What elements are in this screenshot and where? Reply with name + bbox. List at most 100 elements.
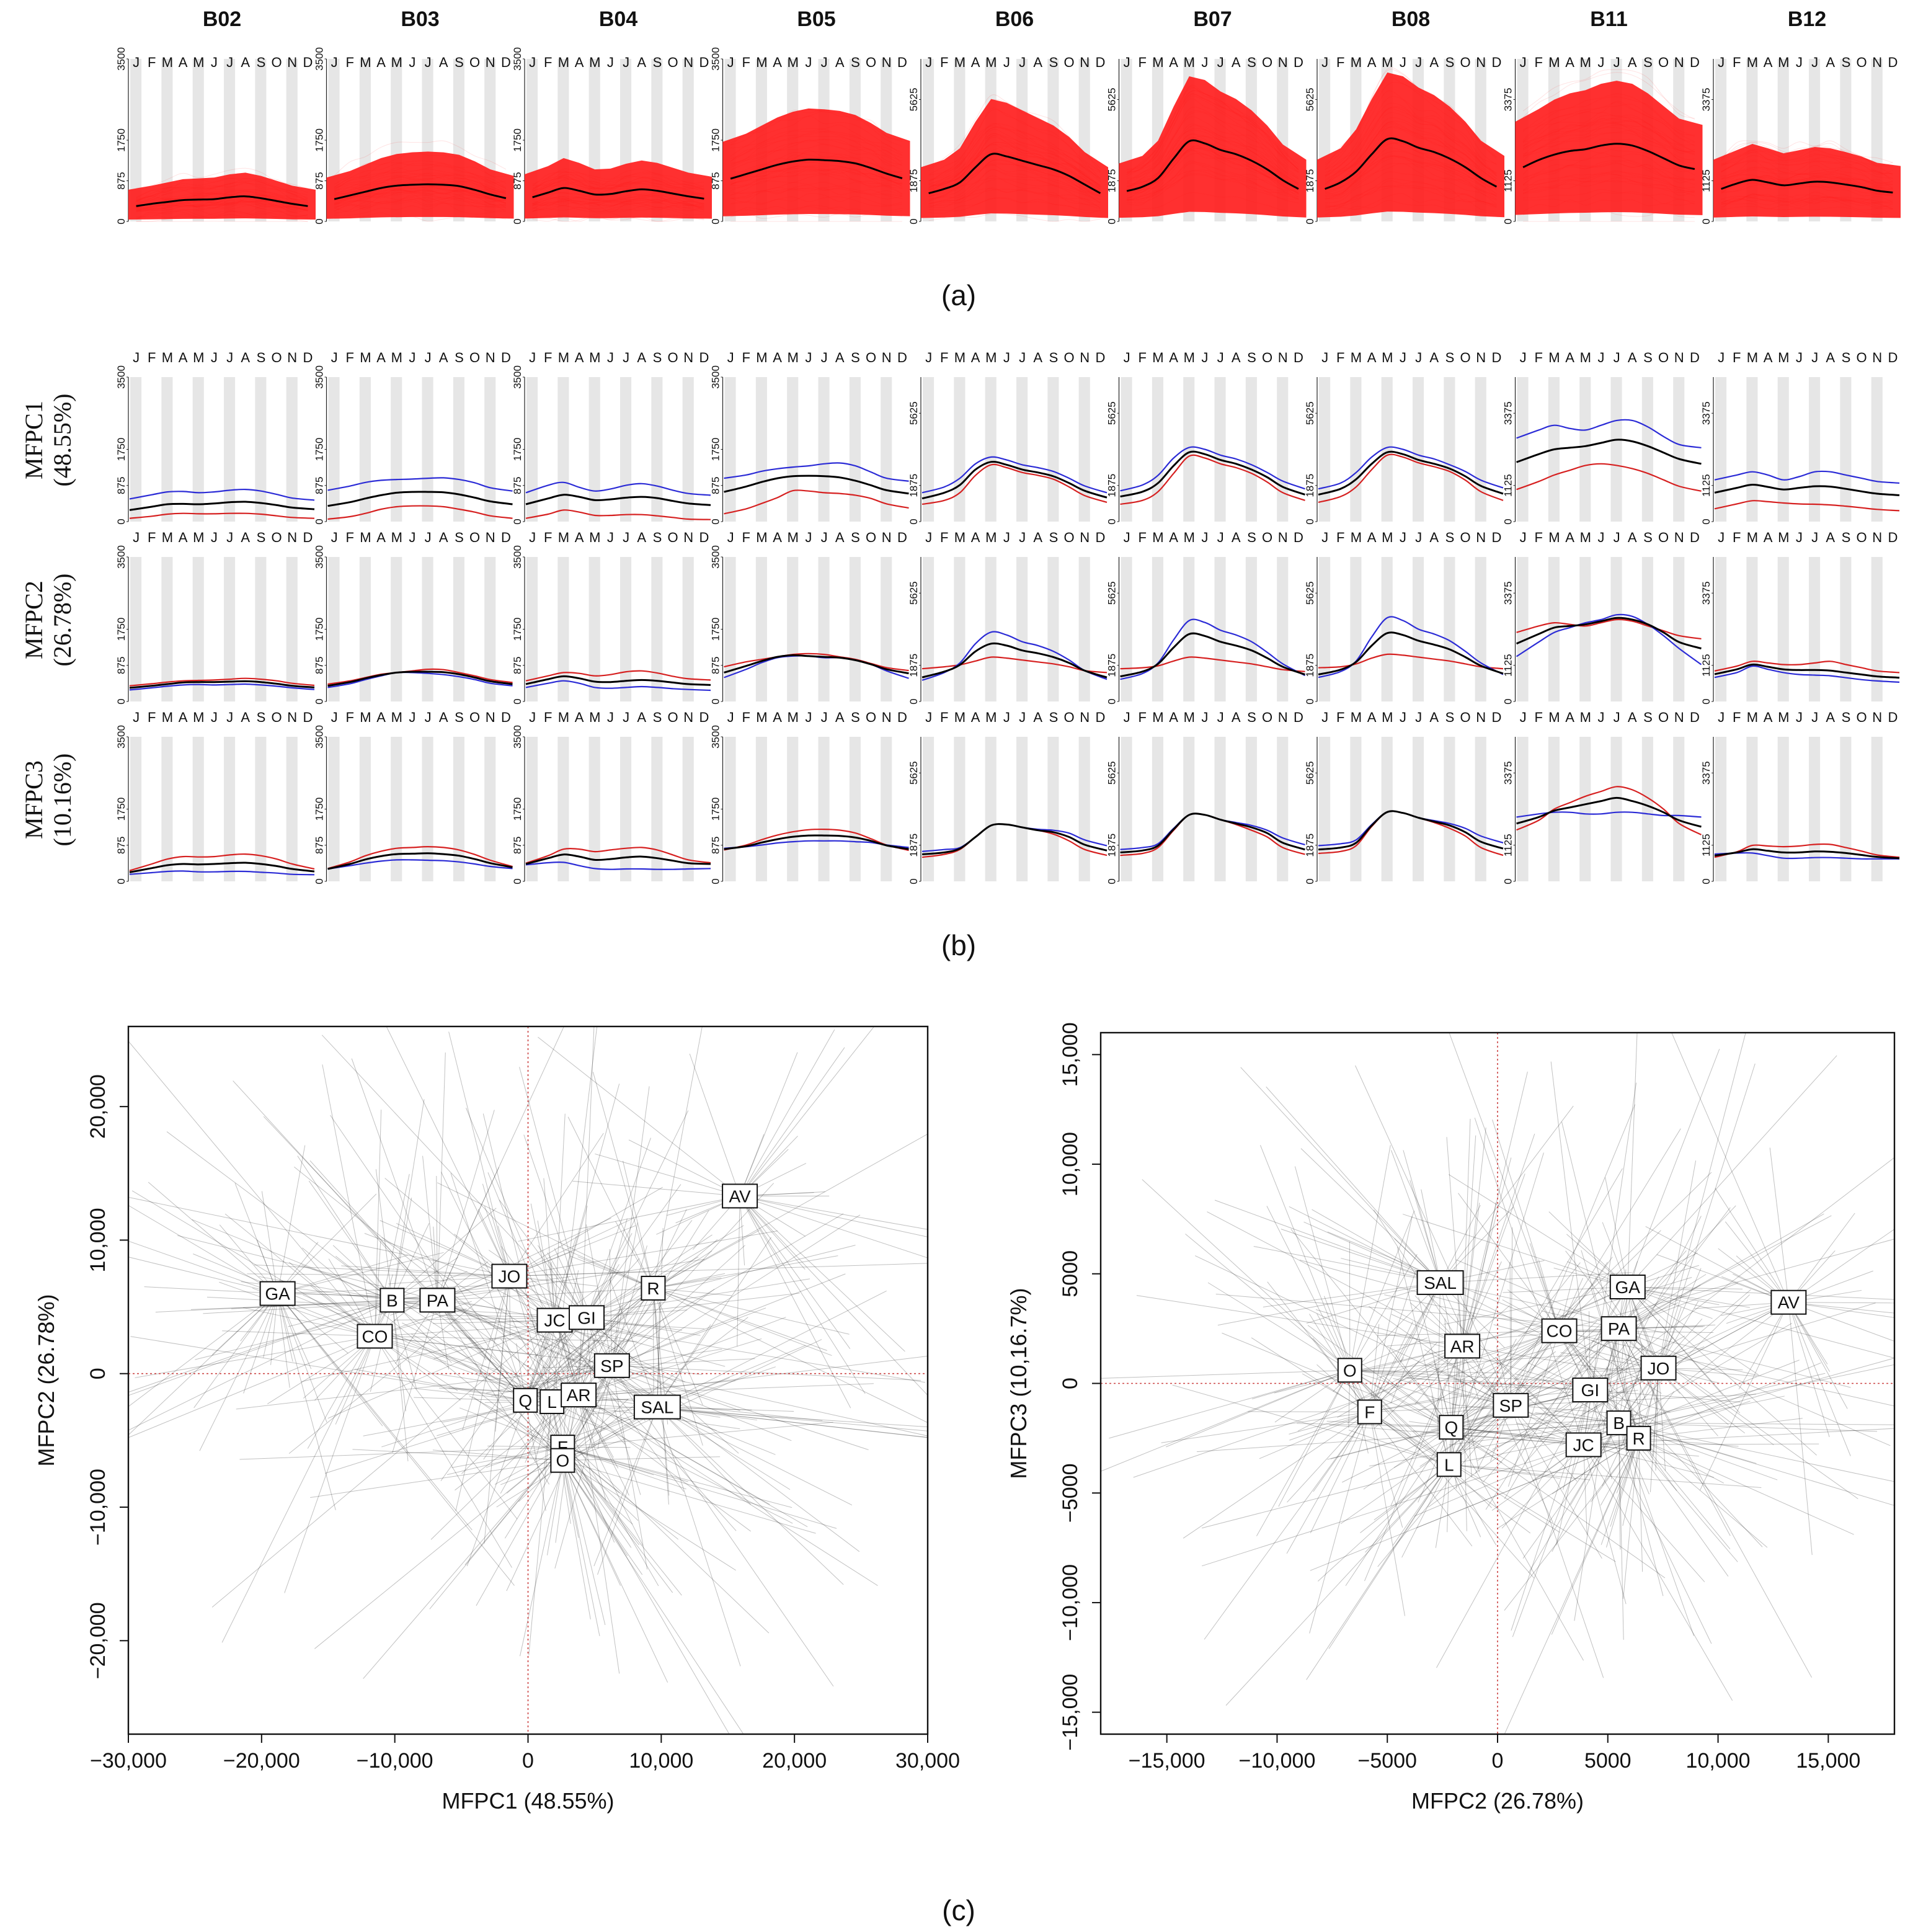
month-label: M	[1548, 530, 1560, 545]
mean-profile-line	[928, 153, 1101, 195]
observation-segment	[437, 1218, 611, 1301]
observation-segment	[1323, 1296, 1370, 1412]
pixel-profile-line	[532, 180, 704, 195]
month-stripe	[192, 557, 204, 701]
pixel-profile-line	[334, 173, 507, 194]
pixel-profile-line	[730, 174, 903, 196]
observation-segment	[1589, 1207, 1731, 1391]
month-label: N	[486, 710, 495, 725]
y-tick-label: 0	[1503, 218, 1514, 224]
observation-segment	[128, 1293, 278, 1407]
month-stripe	[1641, 557, 1653, 701]
observation-segment	[473, 1397, 563, 1461]
observation-segment	[321, 1035, 587, 1318]
month-label: S	[851, 350, 860, 365]
month-stripe	[453, 737, 464, 881]
observation-segment	[1440, 1105, 1574, 1283]
y-tick-label: 3375	[1700, 88, 1712, 112]
pixel-profile-line	[1721, 206, 1893, 215]
plus-component-line	[1120, 446, 1305, 492]
y-tick-label: 875	[512, 477, 523, 494]
y-tick-label: 1875	[1106, 474, 1118, 497]
month-label: M	[1382, 350, 1393, 365]
observation-segment	[1436, 1364, 1450, 1465]
observation-segment	[611, 1365, 869, 1450]
observation-segment	[509, 1263, 928, 1277]
observation-segment	[437, 1299, 751, 1532]
month-label: J	[805, 350, 812, 365]
pixel-profile-line	[928, 164, 1101, 204]
observation-segment	[562, 1460, 816, 1534]
month-stripe	[1475, 557, 1486, 701]
pixel-profile-line	[136, 189, 308, 202]
observation-segment	[1266, 1206, 1351, 1371]
pixel-profile-line	[136, 167, 308, 189]
observation-segment	[211, 1320, 555, 1608]
pixel-profile-line	[1126, 90, 1299, 173]
pixel-profile-line	[334, 192, 507, 208]
observation-segment	[1618, 1422, 1664, 1596]
y-tick-label: 1750	[512, 798, 523, 821]
pixel-profile-line	[136, 201, 308, 211]
pixel-profile-line	[1325, 184, 1497, 209]
month-label: J	[133, 55, 140, 70]
observation-segment	[611, 1365, 921, 1381]
month-stripe	[651, 377, 663, 522]
observation-segment	[1638, 1438, 1739, 1447]
observation-segment	[482, 1183, 510, 1276]
pixel-profile-line	[928, 187, 1101, 208]
observation-segment	[128, 1257, 278, 1294]
observation-segment	[551, 1026, 598, 1402]
month-label: M	[954, 55, 966, 70]
mean-profile-line	[1318, 810, 1504, 851]
observation-segment	[1788, 1302, 1851, 1456]
observation-segment	[1618, 1283, 1739, 1329]
minus-component-line	[525, 509, 711, 520]
pixel-profile-line	[1126, 145, 1299, 195]
month-label: A	[1033, 55, 1042, 70]
pixel-profile-line	[136, 206, 308, 219]
class-label-text: CO	[1547, 1322, 1573, 1341]
observation-segment	[341, 1265, 510, 1277]
observation-segment	[1510, 1320, 1597, 1406]
pixel-profile-line	[928, 133, 1101, 188]
month-label: M	[788, 530, 799, 545]
observation-segment	[1349, 1369, 1507, 1374]
observation-segment	[277, 1193, 377, 1294]
pixel-profile-line	[1325, 126, 1497, 190]
month-label: S	[851, 55, 860, 70]
pixel-profile-line	[532, 195, 704, 204]
month-label: M	[1548, 55, 1560, 70]
month-label: O	[469, 530, 480, 545]
observation-segment	[396, 1223, 510, 1277]
y-axis-title: MFPC2 (26.78%)	[33, 1294, 59, 1466]
observation-segment	[1349, 1337, 1428, 1371]
observation-segment	[1136, 1295, 1463, 1347]
class-label-text: JC	[1573, 1435, 1594, 1454]
observation-segment	[462, 1276, 510, 1430]
month-label: A	[835, 350, 845, 365]
month-label: A	[637, 530, 646, 545]
pixel-profile-line	[532, 176, 704, 198]
observation-segment	[525, 1325, 552, 1400]
observation-segment	[1427, 1389, 1591, 1508]
observation-segment	[1618, 1328, 1851, 1388]
month-label: A	[1429, 530, 1439, 545]
observation-segment	[551, 1220, 693, 1402]
observation-segment	[1451, 1329, 1569, 1428]
pixel-profile-line	[1126, 130, 1299, 187]
observation-segment	[551, 1401, 793, 1524]
y-tick-label: 15,000	[1059, 1022, 1082, 1087]
month-stripe	[1746, 557, 1758, 701]
class-label-box	[1770, 1289, 1807, 1315]
plus-component-line	[525, 680, 711, 692]
observation-segment	[525, 1304, 628, 1401]
month-label: O	[272, 530, 282, 545]
observation-segment	[393, 1304, 526, 1401]
observation-segment	[391, 1300, 409, 1462]
month-stripe	[224, 377, 236, 522]
pixel-profile-line	[532, 200, 704, 211]
observation-segment	[440, 1320, 555, 1481]
month-label: N	[1080, 710, 1090, 725]
